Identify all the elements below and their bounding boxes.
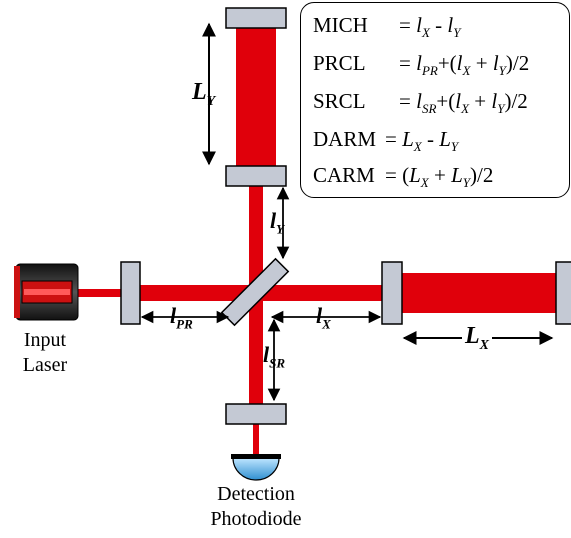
eq-prcl: PRCL = lPR+(lX + lY)/2 xyxy=(313,51,530,79)
label-lSR: lSR xyxy=(263,342,286,371)
dof-equations-box: MICH = lX - lY PRCL = lPR+(lX + lY)/2 SR… xyxy=(300,2,570,198)
label-LY: LY xyxy=(192,79,216,109)
photodiode-icon xyxy=(231,454,281,481)
end-mirror-y xyxy=(225,7,287,29)
detection-photodiode-label: Detection Photodiode xyxy=(210,483,302,530)
input-beam xyxy=(78,289,122,297)
input-mirror-x xyxy=(381,261,403,325)
eq-srcl: SRCL = lSR+(lX + lY)/2 xyxy=(313,89,528,117)
label-lX: lX xyxy=(316,303,331,332)
x-arm-beam xyxy=(402,273,558,313)
laser-icon xyxy=(14,263,79,321)
input-laser-label: Input Laser xyxy=(22,329,68,376)
power-recycling-mirror xyxy=(120,261,141,325)
eq-mich: MICH = lX - lY xyxy=(313,13,461,41)
signal-recycling-mirror xyxy=(225,403,287,425)
end-mirror-x xyxy=(555,261,571,325)
label-lY-short: lY xyxy=(270,208,285,237)
label-LX: LX xyxy=(462,324,493,358)
y-arm-beam xyxy=(236,28,276,168)
src-beam xyxy=(249,300,263,404)
eq-carm: CARM = (LX + LY)/2 xyxy=(313,163,494,191)
pd-beam xyxy=(253,424,259,454)
input-mirror-y xyxy=(225,165,287,187)
y-arm-short-beam xyxy=(249,186,263,290)
label-lPR: lPR xyxy=(170,303,193,332)
eq-darm: DARM = LX - LY xyxy=(313,127,459,155)
